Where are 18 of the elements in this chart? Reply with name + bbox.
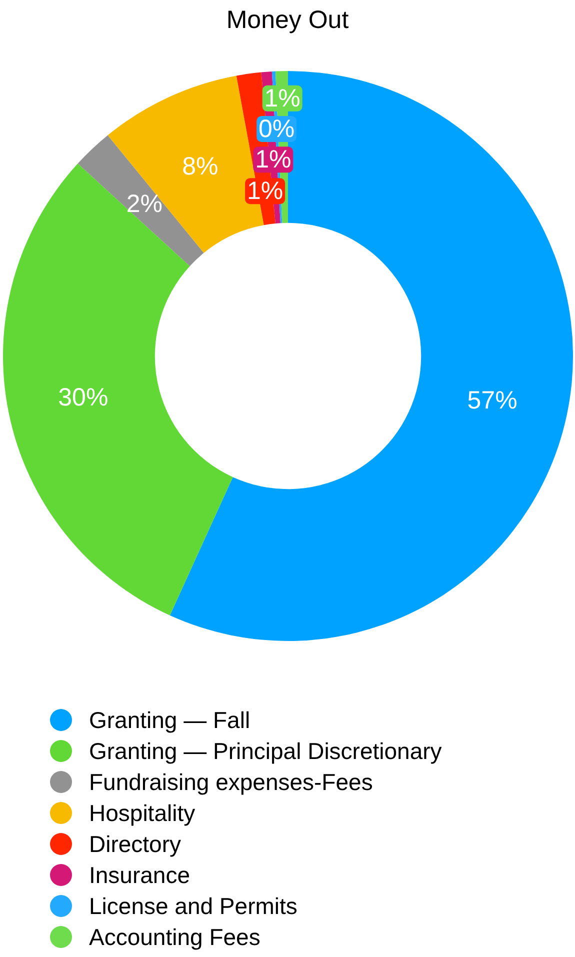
legend-label: Granting — Fall [89, 707, 250, 733]
data-label: 30% [58, 384, 108, 412]
legend-label: Fundraising expenses-Fees [89, 769, 373, 795]
data-label: 0% [258, 115, 295, 144]
chart-title: Money Out [226, 6, 349, 34]
legend-label: Hospitality [89, 800, 196, 826]
legend-label: Directory [89, 831, 182, 857]
data-label: 2% [126, 190, 162, 218]
legend-label: Accounting Fees [89, 924, 260, 950]
legend-label: License and Permits [89, 893, 298, 919]
data-label: 8% [182, 152, 218, 180]
data-label: 1% [264, 84, 300, 112]
data-label: 1% [255, 146, 292, 174]
data-label: 57% [467, 386, 518, 414]
data-label: 1% [246, 177, 284, 206]
donut-slice [170, 71, 573, 641]
legend-label: Granting — Principal Discretionary [89, 738, 442, 764]
legend-label: Insurance [89, 862, 190, 888]
